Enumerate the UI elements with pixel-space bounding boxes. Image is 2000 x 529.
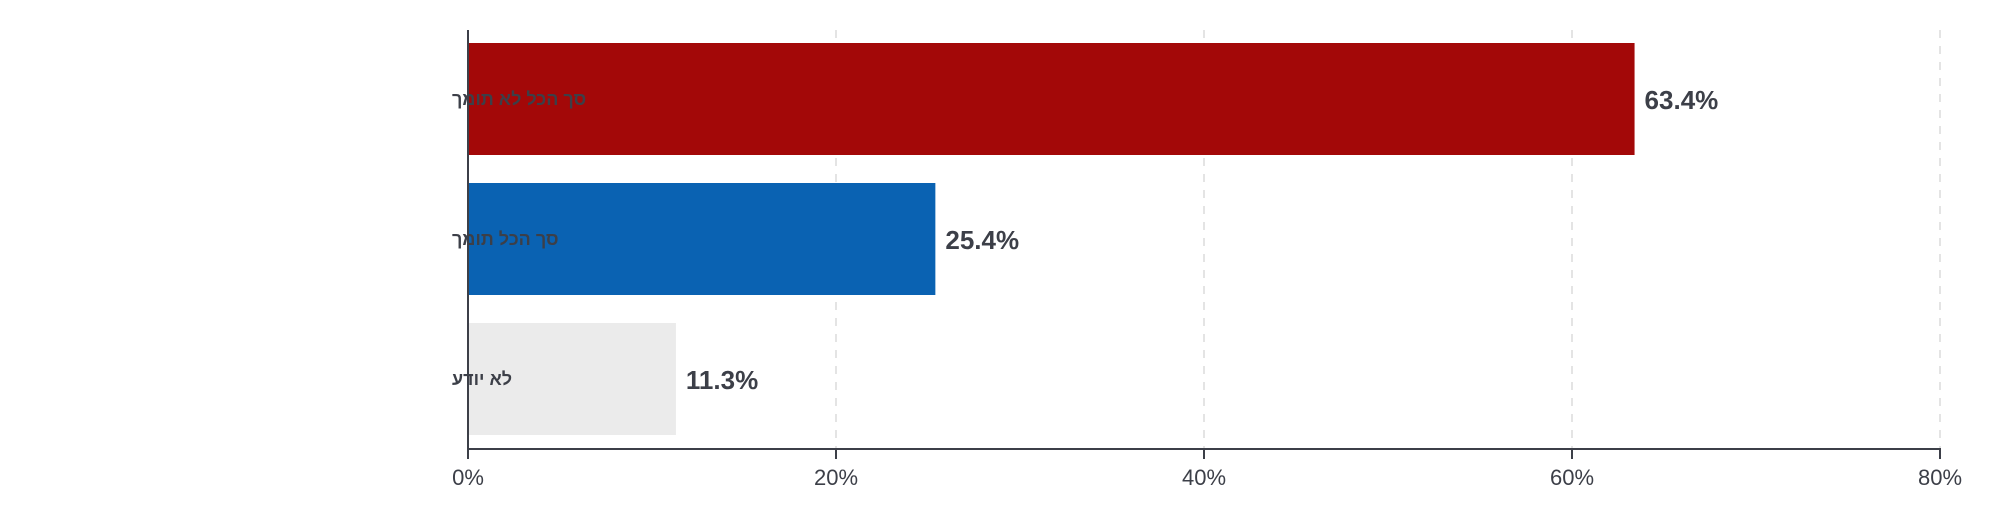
x-tick-label-80: 80% bbox=[1918, 465, 1962, 490]
category-label-3: לא יודע bbox=[452, 369, 512, 389]
label-layer: סך הכל לא תומך 63.4% סך הכל תומך 25.4% לא יו… bbox=[452, 85, 1718, 395]
value-label-2: 25.4% bbox=[945, 225, 1019, 255]
bar-1 bbox=[468, 43, 1635, 155]
x-tick-label-40: 40% bbox=[1182, 465, 1226, 490]
category-label-2: סך הכל תומך bbox=[452, 229, 559, 249]
bar-layer bbox=[468, 43, 1635, 435]
value-label-3: 11.3% bbox=[686, 365, 758, 395]
value-label-1: 63.4% bbox=[1645, 85, 1719, 115]
category-label-1: סך הכל לא תומך bbox=[452, 89, 586, 109]
bar-2 bbox=[468, 183, 936, 295]
axis-layer: 0% 20% 40% 60% 80% bbox=[452, 30, 1962, 490]
x-tick-label-0: 0% bbox=[452, 465, 484, 490]
x-tick-label-20: 20% bbox=[814, 465, 858, 490]
bar-3 bbox=[468, 323, 676, 435]
x-tick-label-60: 60% bbox=[1550, 465, 1594, 490]
